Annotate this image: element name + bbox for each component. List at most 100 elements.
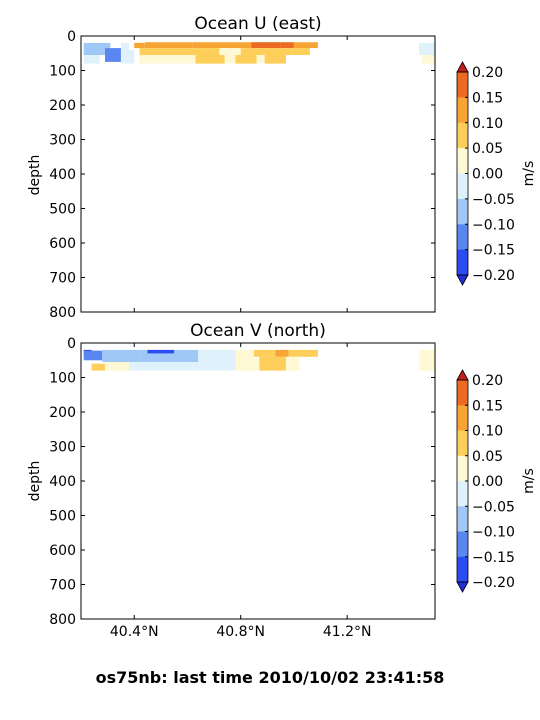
data-cell — [251, 42, 281, 49]
data-cell — [144, 42, 193, 49]
colorbar-tick-label: 0.00 — [472, 474, 503, 490]
data-cell — [240, 48, 292, 55]
colorbar-tick-label: 0.15 — [472, 398, 503, 414]
y-axis-label-v: depth — [27, 461, 43, 502]
y-tick-label: 400 — [49, 474, 76, 490]
y-tick-label: 100 — [49, 64, 76, 80]
colorbar-extend-max — [456, 369, 469, 381]
colorbar-segment — [457, 455, 468, 482]
data-cell — [293, 42, 318, 49]
colorbar-tick-label: 0.15 — [472, 90, 503, 106]
panel-ocean-v: Ocean V (north) depth 0 100 200 300 400 500 60… — [27, 321, 537, 640]
plot-frame — [80, 342, 436, 620]
figure-title: os75nb: last time 2010/10/02 23:41:58 — [96, 668, 445, 687]
x-tick-label: 40.8°N — [216, 624, 265, 640]
data-cell — [120, 42, 129, 50]
colorbar-label: m/s — [521, 161, 537, 187]
colorbar-tick-label: −0.15 — [472, 243, 515, 259]
y-tick-label: 500 — [49, 202, 76, 218]
data-cell — [259, 356, 286, 371]
data-cell — [147, 349, 175, 354]
colorbar-extend-min — [456, 274, 469, 286]
colorbar-segment — [457, 173, 468, 200]
data-cell — [83, 350, 103, 361]
colorbar-tick-label: 0.10 — [472, 116, 503, 132]
colorbar-tick-label: −0.05 — [472, 192, 515, 208]
colorbar-tick-label: 0.05 — [472, 141, 503, 157]
data-cell — [285, 356, 300, 371]
data-cell — [120, 49, 135, 64]
y-tick-label: 200 — [49, 405, 76, 421]
data-cell — [105, 362, 129, 371]
colorbar-label: m/s — [521, 468, 537, 494]
plot-title-u: Ocean U (east) — [194, 14, 321, 34]
y-tick-label: 300 — [49, 440, 76, 456]
y-tick-label: 600 — [49, 236, 76, 252]
data-cell — [83, 55, 100, 64]
colorbar-segment — [457, 506, 468, 532]
plot-title-v: Ocean V (north) — [190, 321, 326, 341]
colorbar-tick-label: −0.20 — [472, 268, 515, 284]
data-cell — [291, 48, 310, 55]
y-tick-label: 500 — [49, 509, 76, 525]
colorbar-tick-label: −0.20 — [472, 575, 515, 591]
plot-area-v: 0 100 200 300 400 500 600 700 800 40.4°N 40.8°N 41.… — [49, 336, 436, 640]
colorbar-tick-label: 0.10 — [472, 424, 503, 440]
colorbar-tick-label: −0.15 — [472, 550, 515, 566]
colorbar-segment — [457, 556, 468, 583]
colorbar-segment — [457, 198, 468, 225]
y-tick-label: 100 — [49, 371, 76, 387]
colorbar-tick-label: 0.05 — [472, 449, 503, 465]
colorbar-segment — [457, 72, 468, 98]
x-tick-label: 40.4°N — [110, 624, 159, 640]
data-cell — [182, 48, 220, 55]
x-tick-label: 41.2°N — [323, 624, 372, 640]
colorbar-tick-label: −0.10 — [472, 217, 515, 233]
data-cell — [235, 358, 260, 371]
y-axis-label-u: depth — [27, 155, 43, 196]
plot-area-u: 0 100 200 300 400 500 600 700 800 — [49, 29, 436, 321]
data-cell — [105, 48, 121, 62]
y-tick-label: 400 — [49, 167, 76, 183]
colorbar-tick-label: −0.10 — [472, 525, 515, 541]
data-cell — [254, 349, 276, 357]
data-cell — [139, 48, 183, 55]
data-cell — [198, 349, 236, 371]
colorbar-segment — [457, 531, 468, 558]
data-cell — [224, 55, 236, 64]
colorbar-segment — [457, 97, 468, 124]
colorbar-segment — [457, 430, 468, 457]
data-cell — [168, 55, 196, 64]
data-cell — [139, 55, 169, 64]
data-cell — [102, 349, 140, 362]
colorbar-tick-label: 0.00 — [472, 167, 503, 183]
colorbar-segment — [457, 122, 468, 149]
colorbar-segment — [457, 481, 468, 507]
y-tick-label: 0 — [67, 336, 76, 352]
y-tick-label: 200 — [49, 98, 76, 114]
y-tick-label: 700 — [49, 578, 76, 594]
data-cell — [128, 362, 199, 371]
colorbar-segment — [457, 249, 468, 276]
data-cell — [275, 349, 289, 357]
data-cell — [264, 55, 286, 64]
data-cell — [280, 42, 294, 49]
colorbar-extend-min — [456, 581, 469, 593]
colorbar-u: 0.20 0.15 0.10 0.05 0.00 −0.05 −0.10 −0.15 −0.20… — [456, 61, 537, 286]
panel-ocean-u: Ocean U (east) depth 0 100 200 300 400 500 600… — [27, 14, 537, 321]
data-cell — [419, 349, 435, 371]
data-cell — [219, 48, 241, 55]
data-cell — [91, 363, 105, 371]
y-tick-label: 300 — [49, 133, 76, 149]
data-cell — [192, 42, 252, 49]
y-tick-label: 800 — [49, 612, 76, 628]
data-cell — [83, 42, 111, 55]
colorbar-tick-label: 0.20 — [472, 373, 503, 389]
data-cell — [288, 349, 318, 357]
data-cell — [421, 55, 435, 64]
colorbar-segment — [457, 224, 468, 251]
colorbar-v: 0.20 0.15 0.10 0.05 0.00 −0.05 −0.10 −0.15 −0.20… — [456, 369, 537, 593]
plot-frame — [80, 35, 436, 313]
colorbar-extend-max — [456, 61, 469, 73]
